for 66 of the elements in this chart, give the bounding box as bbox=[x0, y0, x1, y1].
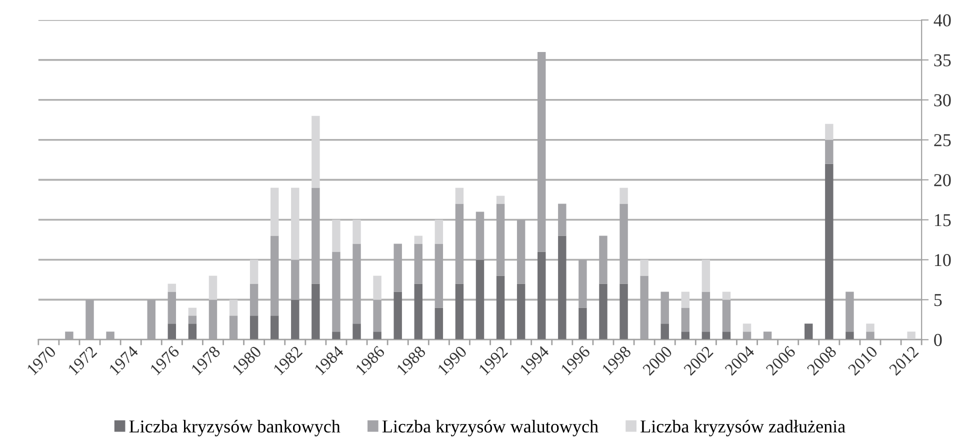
bar bbox=[681, 292, 690, 308]
bar bbox=[168, 284, 176, 292]
y-tick-label: 20 bbox=[934, 174, 951, 186]
legend-label: Liczba kryzysów walutowych bbox=[382, 420, 598, 436]
bar bbox=[312, 284, 320, 340]
bar bbox=[866, 324, 874, 332]
bar bbox=[250, 316, 258, 340]
y-tick-label: 0 bbox=[934, 334, 942, 346]
bar bbox=[455, 188, 464, 204]
bar bbox=[681, 332, 690, 340]
bar bbox=[373, 276, 382, 300]
bar bbox=[229, 300, 238, 316]
bar bbox=[846, 332, 854, 340]
bar bbox=[496, 276, 505, 340]
bar bbox=[291, 188, 300, 260]
y-tick-label: 10 bbox=[934, 254, 951, 266]
y-tick-label: 15 bbox=[934, 214, 951, 226]
y-tick-label: 40 bbox=[934, 14, 951, 26]
y-tick-label: 5 bbox=[934, 294, 942, 306]
y-tick-label: 35 bbox=[934, 54, 951, 66]
y-tick-label: 30 bbox=[934, 94, 951, 106]
bar bbox=[558, 236, 566, 340]
bar bbox=[188, 308, 197, 316]
bar bbox=[516, 284, 526, 340]
bar bbox=[208, 276, 218, 300]
y-tick-label: 25 bbox=[934, 134, 951, 146]
bar bbox=[538, 252, 546, 340]
bar bbox=[414, 284, 422, 340]
bar bbox=[578, 308, 587, 340]
bar bbox=[702, 260, 710, 292]
bar bbox=[434, 308, 444, 340]
bar bbox=[434, 220, 444, 244]
bar bbox=[373, 332, 382, 340]
bar bbox=[168, 324, 176, 340]
bar bbox=[599, 284, 608, 340]
bar bbox=[312, 116, 320, 188]
bar bbox=[270, 188, 279, 236]
bar bbox=[394, 292, 402, 340]
bar bbox=[804, 324, 813, 340]
legend-label: Liczba kryzysów zadłużenia bbox=[640, 420, 846, 436]
bar bbox=[188, 316, 197, 324]
bar bbox=[291, 300, 300, 340]
bar bbox=[332, 332, 340, 340]
bar bbox=[414, 236, 422, 244]
bar bbox=[496, 196, 505, 204]
bar bbox=[825, 164, 834, 340]
bar bbox=[620, 188, 628, 204]
bar bbox=[825, 124, 834, 140]
legend-label: Liczba kryzysów bankowych bbox=[129, 420, 340, 436]
bar bbox=[722, 332, 731, 340]
bar bbox=[907, 332, 916, 340]
bar bbox=[681, 308, 690, 332]
bar bbox=[702, 332, 710, 340]
bar bbox=[332, 220, 340, 252]
bar bbox=[270, 316, 279, 340]
bar bbox=[188, 324, 197, 340]
bar bbox=[620, 284, 628, 340]
bar bbox=[352, 324, 361, 340]
bar bbox=[455, 284, 464, 340]
bar bbox=[352, 220, 361, 244]
bar bbox=[742, 324, 752, 332]
bar bbox=[476, 260, 484, 340]
bar bbox=[722, 292, 731, 300]
bar bbox=[250, 260, 258, 284]
bar bbox=[640, 260, 648, 276]
bar bbox=[660, 324, 669, 340]
